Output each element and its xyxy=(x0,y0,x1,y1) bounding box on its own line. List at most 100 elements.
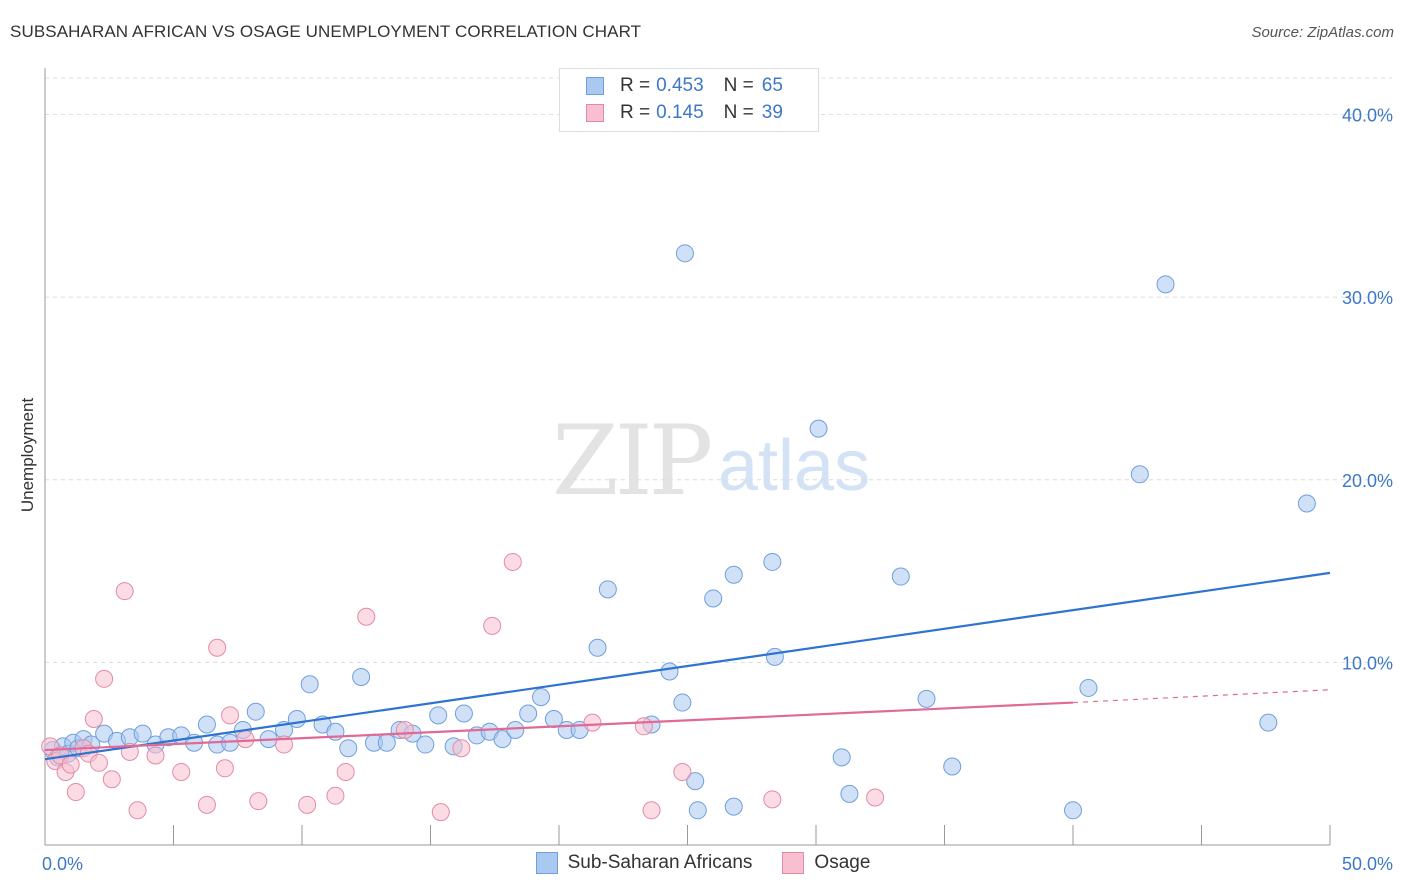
sub-saharan-point xyxy=(765,647,784,666)
legend-n-label: N = xyxy=(723,102,754,123)
osage-point xyxy=(146,746,165,765)
sub-saharan-point xyxy=(675,244,694,263)
osage-point xyxy=(61,755,80,774)
osage-trend-extension xyxy=(1072,689,1331,704)
x-tick-max: 50.0% xyxy=(1342,854,1393,874)
sub-saharan-point xyxy=(300,675,319,694)
legend-swatch-pink xyxy=(782,852,805,874)
legend-item-label: Osage xyxy=(814,852,871,873)
sub-saharan-point xyxy=(943,757,962,776)
correlation-legend: R = 0.453 N = 65 R = 0.145 N = 39 xyxy=(559,68,819,132)
sub-saharan-trend-line xyxy=(44,571,1331,761)
grid-lines xyxy=(45,77,1392,663)
legend-item-label: Sub-Saharan Africans xyxy=(567,852,753,873)
x-tick-min: 0.0% xyxy=(42,854,83,874)
sub-saharan-point xyxy=(763,552,782,571)
osage-point xyxy=(866,788,885,807)
sub-saharan-point xyxy=(352,667,371,686)
y-tick-label: 30.0% xyxy=(1342,288,1393,308)
sub-saharan-point xyxy=(506,720,525,739)
legend-row-osage: R = 0.145 N = 39 xyxy=(586,102,783,124)
watermark-atlas: atlas xyxy=(718,426,871,506)
sub-saharan-point xyxy=(197,715,216,734)
sub-saharan-point xyxy=(246,702,265,721)
source-label: Source: ZipAtlas.com xyxy=(1251,24,1394,41)
osage-point xyxy=(249,792,268,811)
sub-saharan-point xyxy=(454,704,473,723)
legend-r-label: R = xyxy=(620,75,651,96)
sub-saharan-point xyxy=(416,735,435,754)
axes xyxy=(44,68,1331,846)
watermark-zip: ZIP xyxy=(552,405,713,517)
sub-saharan-point xyxy=(917,689,936,708)
legend-n-value: 39 xyxy=(761,102,783,123)
osage-trend-line xyxy=(44,701,1074,752)
sub-saharan-point xyxy=(660,662,679,681)
legend-r-value: 0.145 xyxy=(656,102,704,123)
legend-swatch-blue xyxy=(586,77,604,95)
y-tick-label: 20.0% xyxy=(1342,471,1393,491)
osage-point xyxy=(172,762,191,781)
osage-point xyxy=(128,801,147,820)
legend-n-label: N = xyxy=(723,75,754,96)
sub-saharan-point xyxy=(724,565,743,584)
y-tick-label: 40.0% xyxy=(1342,106,1393,126)
osage-point xyxy=(66,783,85,802)
osage-point xyxy=(221,706,240,725)
osage-point xyxy=(236,730,255,749)
sub-saharan-point xyxy=(1064,801,1082,820)
osage-point xyxy=(395,720,414,739)
y-tick-labels: 10.0% 20.0% 30.0% 40.0% xyxy=(1342,106,1393,674)
osage-point xyxy=(431,803,450,822)
osage-point xyxy=(763,790,782,809)
osage-point xyxy=(275,735,294,754)
osage-point xyxy=(95,669,114,688)
osage-point xyxy=(326,786,345,805)
osage-point xyxy=(483,616,502,635)
osage-point xyxy=(357,607,376,626)
sub-saharan-point xyxy=(809,419,828,438)
series-legend: Sub-Saharan Africans Osage xyxy=(0,852,1406,874)
osage-point xyxy=(336,762,355,781)
sub-saharan-point xyxy=(832,748,851,767)
sub-saharan-point xyxy=(840,784,859,803)
sub-saharan-point xyxy=(287,709,306,728)
sub-saharan-point xyxy=(686,772,705,791)
legend-r-value: 0.453 xyxy=(656,75,704,96)
sub-saharan-point xyxy=(429,706,448,725)
sub-saharan-point xyxy=(724,797,743,816)
osage-point xyxy=(102,770,121,789)
osage-point xyxy=(208,638,227,657)
legend-swatch-pink xyxy=(586,104,604,122)
legend-r-label: R = xyxy=(620,102,651,123)
osage-point xyxy=(84,709,103,728)
sub-saharan-point xyxy=(891,567,910,586)
sub-saharan-point xyxy=(688,801,707,820)
chart-title: SUBSAHARAN AFRICAN VS OSAGE UNEMPLOYMENT… xyxy=(10,22,642,41)
sub-saharan-point xyxy=(598,580,617,599)
sub-saharan-point xyxy=(133,724,152,743)
osage-point xyxy=(673,762,692,781)
legend-row-sub-saharan: R = 0.453 N = 65 xyxy=(586,75,783,97)
osage-point xyxy=(298,795,317,814)
series-osage-points xyxy=(41,552,885,822)
legend-swatch-blue xyxy=(535,852,558,874)
legend-item-osage[interactable]: Osage xyxy=(782,852,870,874)
osage-point xyxy=(215,759,234,778)
sub-saharan-point xyxy=(1130,465,1149,484)
sub-saharan-point xyxy=(1259,713,1278,732)
osage-point xyxy=(452,739,471,758)
legend-item-sub-saharan[interactable]: Sub-Saharan Africans xyxy=(535,852,753,874)
osage-point xyxy=(642,801,661,820)
legend-n-value: 65 xyxy=(761,75,783,96)
osage-point xyxy=(634,717,653,736)
sub-saharan-point xyxy=(673,693,692,712)
sub-saharan-point xyxy=(1297,494,1316,513)
osage-point xyxy=(197,795,216,814)
sub-saharan-point xyxy=(339,739,358,758)
y-axis-label: Unemployment xyxy=(18,398,37,513)
sub-saharan-point xyxy=(493,730,512,749)
sub-saharan-point xyxy=(1156,275,1175,294)
sub-saharan-point xyxy=(377,733,396,752)
